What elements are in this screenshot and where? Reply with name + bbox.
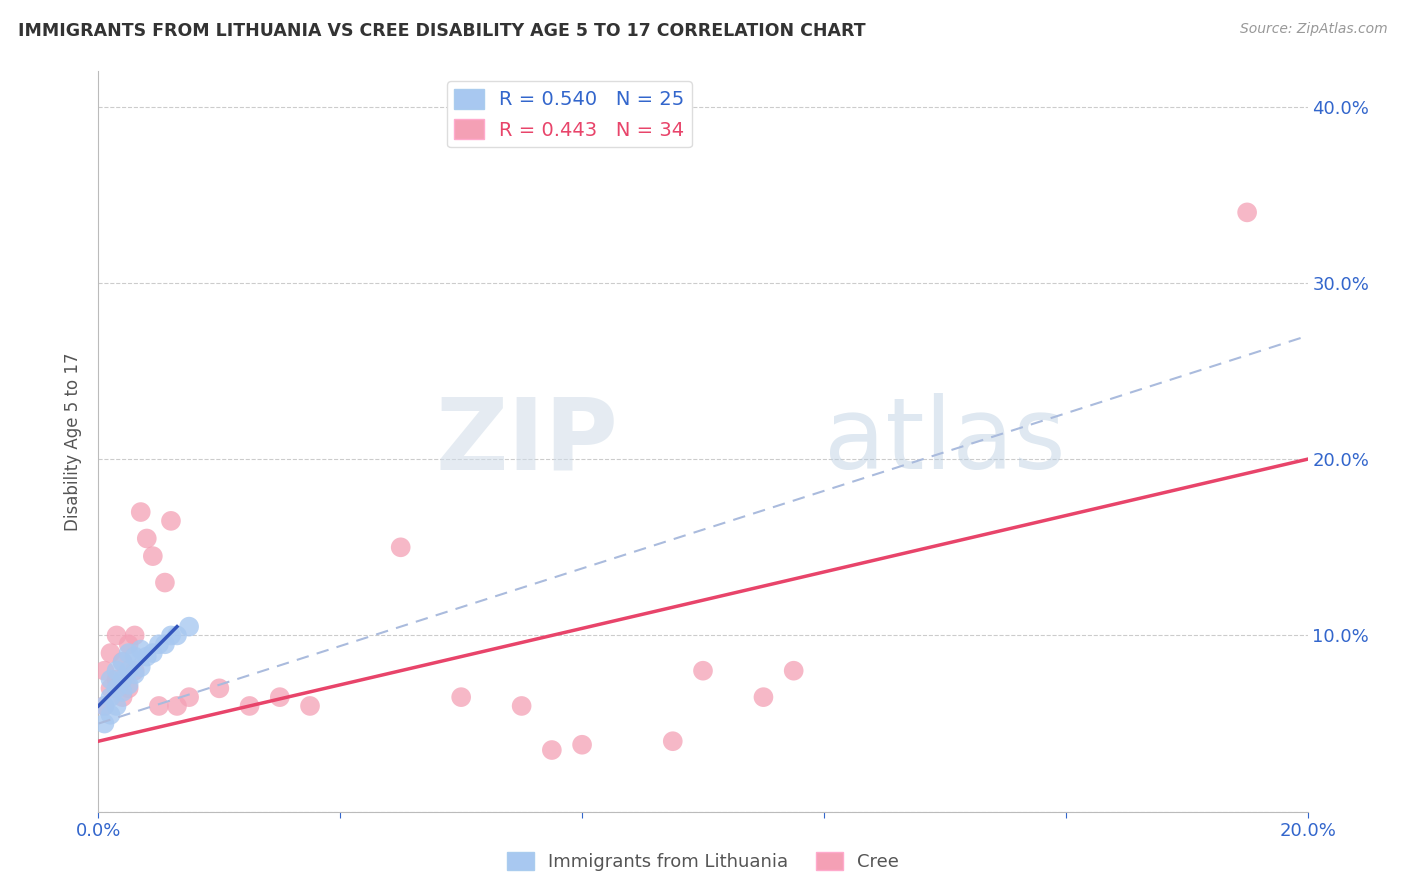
Point (269, 690, 291, 705)
Point (239, 698, 262, 713)
Point (105, 664, 128, 678)
Point (100, 646, 122, 660)
Point (111, 690, 134, 705)
Point (153, 637, 176, 651)
Legend: R = 0.540   N = 25, R = 0.443   N = 34: R = 0.540 N = 25, R = 0.443 N = 34 (447, 81, 692, 147)
Point (118, 681, 141, 696)
Point (124, 628, 146, 642)
Point (111, 685, 134, 699)
Point (148, 637, 170, 651)
Point (105, 628, 128, 642)
Point (179, 690, 201, 705)
Point (129, 505, 152, 519)
Point (135, 649, 157, 664)
Point (142, 549, 165, 563)
Point (111, 655, 134, 669)
Legend: Immigrants from Lithuania, Cree: Immigrants from Lithuania, Cree (499, 845, 907, 879)
Point (105, 673, 128, 687)
Text: ZIP: ZIP (436, 393, 619, 490)
Point (93, 698, 115, 713)
Point (129, 642, 152, 657)
Point (129, 660, 152, 674)
Y-axis label: Disability Age 5 to 17: Disability Age 5 to 17 (65, 352, 83, 531)
Point (100, 681, 122, 696)
Point (93, 698, 115, 713)
Point (661, 734, 683, 748)
Point (179, 619, 201, 633)
Point (166, 698, 188, 713)
Point (124, 664, 146, 678)
Point (142, 646, 165, 660)
Point (100, 690, 122, 705)
Point (118, 637, 141, 651)
Text: IMMIGRANTS FROM LITHUANIA VS CREE DISABILITY AGE 5 TO 17 CORRELATION CHART: IMMIGRANTS FROM LITHUANIA VS CREE DISABI… (18, 22, 866, 40)
Point (93, 716, 115, 731)
Point (118, 678, 141, 692)
Text: atlas: atlas (824, 393, 1066, 490)
Point (160, 514, 183, 528)
Point (160, 628, 183, 642)
Point (389, 541, 412, 555)
Point (124, 649, 146, 664)
Point (450, 690, 472, 705)
Point (153, 575, 176, 590)
Point (118, 646, 141, 660)
Point (208, 681, 231, 696)
Point (166, 628, 188, 642)
Point (540, 743, 562, 757)
Point (118, 664, 141, 678)
Point (783, 664, 806, 678)
Point (135, 532, 157, 546)
Point (1236, 205, 1258, 219)
Point (100, 673, 122, 687)
Point (752, 690, 775, 705)
Point (299, 698, 322, 713)
Point (692, 664, 714, 678)
Point (105, 681, 128, 696)
Point (571, 738, 593, 752)
Point (510, 698, 533, 713)
Point (93, 664, 115, 678)
Point (111, 673, 134, 687)
Point (105, 698, 128, 713)
Point (100, 707, 122, 722)
Point (148, 698, 170, 713)
Point (111, 655, 134, 669)
Point (124, 667, 146, 681)
Text: Source: ZipAtlas.com: Source: ZipAtlas.com (1240, 22, 1388, 37)
